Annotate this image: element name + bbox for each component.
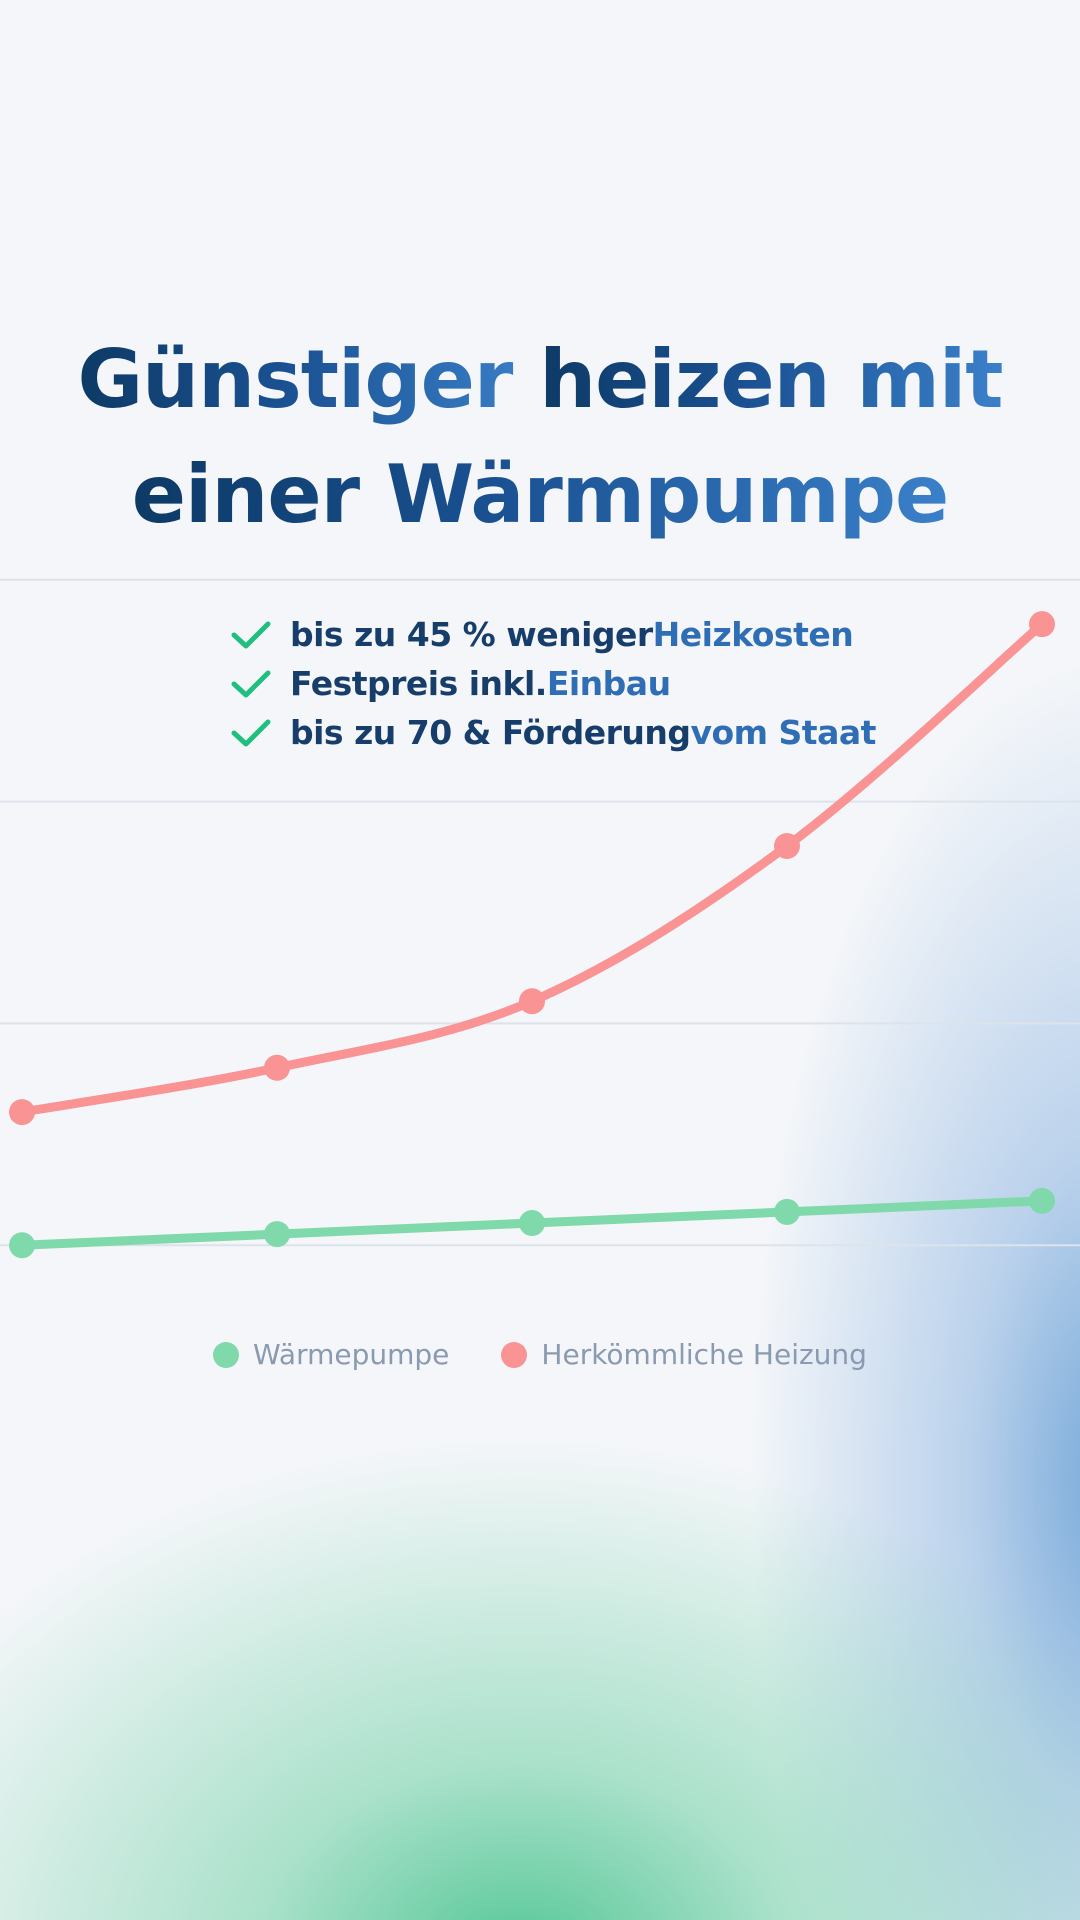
headline-line-1: Günstiger heizen mit bbox=[0, 340, 1080, 420]
data-point-conventional bbox=[9, 1099, 35, 1126]
benefit-highlight: Einbau bbox=[546, 664, 671, 703]
data-point-heatpump bbox=[1029, 1187, 1055, 1214]
check-icon bbox=[231, 621, 271, 648]
legend-label-heatpump: Wärmepumpe bbox=[253, 1338, 450, 1371]
benefit-list: bis zu 45 % weniger Heizkosten Festpreis… bbox=[230, 610, 876, 757]
data-point-heatpump bbox=[774, 1198, 800, 1225]
data-point-conventional bbox=[774, 832, 800, 859]
data-point-conventional bbox=[519, 988, 545, 1015]
headline-part-line2: einer Wärmpumpe bbox=[131, 448, 949, 541]
legend-marker-heatpump bbox=[213, 1341, 240, 1368]
check-icon bbox=[231, 719, 271, 746]
legend-item-heatpump: Wärmepumpe bbox=[213, 1338, 449, 1371]
check-icon bbox=[231, 670, 271, 697]
legend-item-conventional: Herkömmliche Heizung bbox=[501, 1338, 867, 1371]
headline-part-light: heizen mit bbox=[539, 333, 1003, 426]
chart-series bbox=[9, 611, 1055, 1259]
headline-line-2: einer Wärmpumpe bbox=[0, 455, 1080, 535]
data-point-heatpump bbox=[9, 1232, 35, 1259]
benefit-highlight: Heizkosten bbox=[652, 615, 854, 654]
benefit-text: Festpreis inkl. bbox=[290, 664, 547, 703]
data-point-heatpump bbox=[519, 1210, 545, 1237]
benefit-item: bis zu 70 & Förderung vom Staat bbox=[230, 708, 876, 757]
benefit-text: bis zu 45 % weniger bbox=[290, 615, 653, 654]
chart-gridlines bbox=[0, 578, 1080, 1247]
headline-part-dark: Günstiger bbox=[77, 333, 540, 426]
benefit-item: Festpreis inkl. Einbau bbox=[230, 659, 876, 708]
benefit-text: bis zu 70 & Förderung bbox=[290, 713, 691, 752]
data-point-conventional bbox=[264, 1054, 290, 1081]
legend-marker-conventional bbox=[501, 1341, 528, 1368]
benefit-highlight: vom Staat bbox=[690, 713, 876, 752]
legend-label-conventional: Herkömmliche Heizung bbox=[541, 1338, 867, 1371]
data-point-conventional bbox=[1029, 611, 1055, 638]
data-point-heatpump bbox=[264, 1221, 290, 1248]
chart-legend: Wärmepumpe Herkömmliche Heizung bbox=[0, 1338, 1080, 1371]
benefit-item: bis zu 45 % weniger Heizkosten bbox=[230, 610, 876, 659]
